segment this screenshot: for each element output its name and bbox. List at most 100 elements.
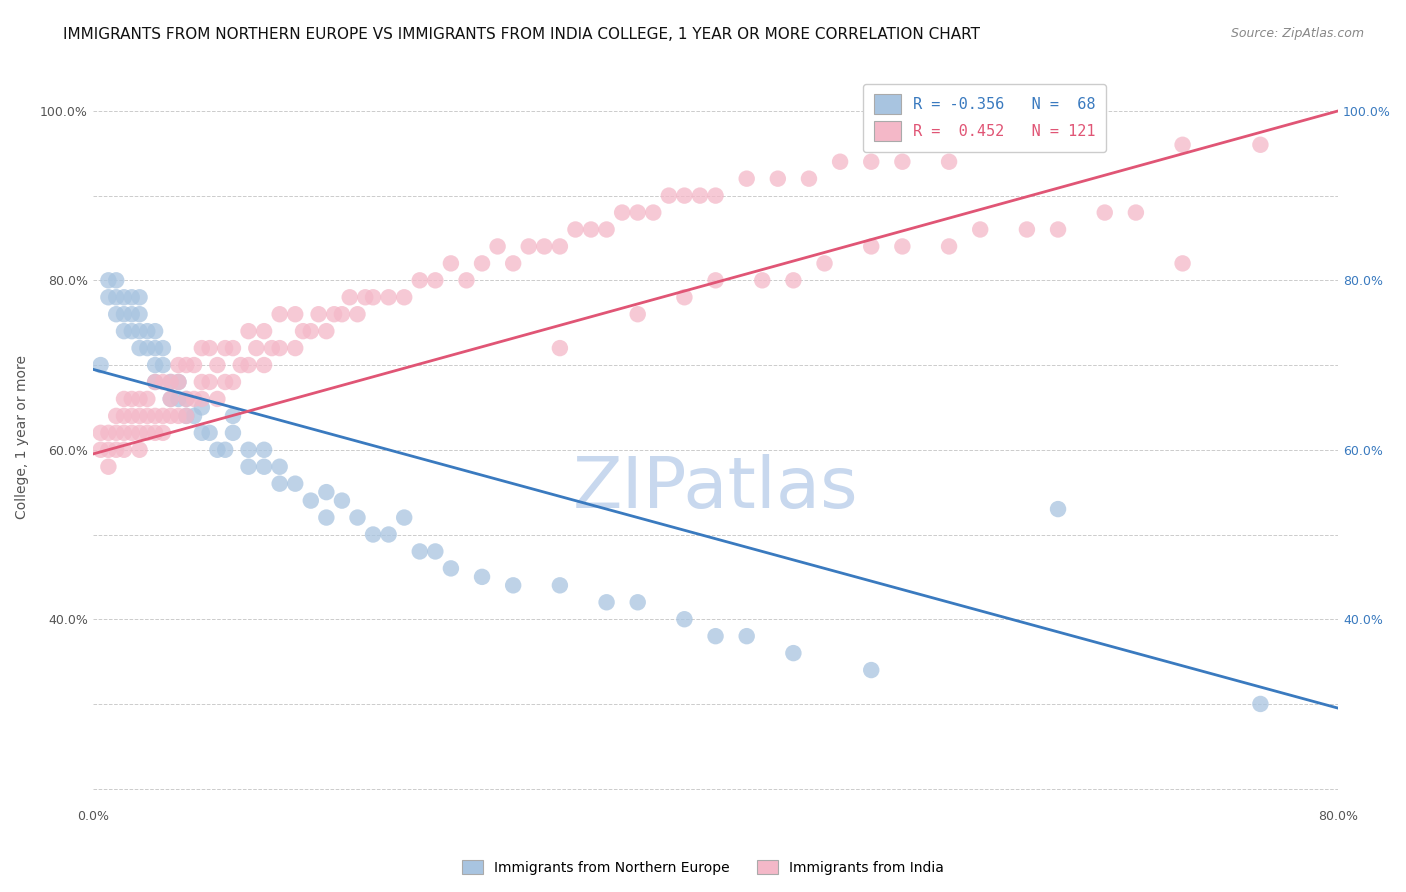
Point	[891, 154, 914, 169]
Point	[207, 442, 229, 457]
Point	[751, 273, 773, 287]
Point	[128, 409, 150, 423]
Point	[128, 290, 150, 304]
Y-axis label: College, 1 year or more: College, 1 year or more	[15, 355, 30, 519]
Point	[136, 392, 159, 406]
Point	[1094, 205, 1116, 219]
Point	[269, 476, 291, 491]
Point	[121, 392, 143, 406]
Point	[330, 493, 353, 508]
Point	[198, 425, 221, 440]
Point	[191, 425, 214, 440]
Point	[183, 358, 205, 372]
Point	[1171, 137, 1194, 152]
Point	[409, 273, 432, 287]
Point	[238, 324, 260, 338]
Point	[143, 375, 166, 389]
Point	[245, 341, 267, 355]
Point	[1015, 222, 1038, 236]
Point	[167, 392, 190, 406]
Point	[486, 239, 509, 253]
Point	[689, 188, 711, 202]
Point	[174, 392, 197, 406]
Point	[198, 375, 221, 389]
Point	[105, 442, 128, 457]
Point	[191, 375, 214, 389]
Point	[112, 290, 135, 304]
Point	[198, 341, 221, 355]
Legend: R = -0.356   N =  68, R =  0.452   N = 121: R = -0.356 N = 68, R = 0.452 N = 121	[863, 84, 1107, 152]
Point	[174, 409, 197, 423]
Point	[377, 527, 399, 541]
Point	[782, 646, 804, 660]
Text: ZIPatlas: ZIPatlas	[572, 454, 859, 524]
Point	[595, 595, 617, 609]
Point	[782, 273, 804, 287]
Point	[797, 171, 820, 186]
Point	[440, 256, 463, 270]
Point	[704, 188, 727, 202]
Point	[238, 459, 260, 474]
Point	[346, 510, 368, 524]
Point	[323, 307, 346, 321]
Point	[121, 324, 143, 338]
Point	[361, 290, 384, 304]
Point	[1047, 222, 1070, 236]
Point	[425, 544, 447, 558]
Point	[143, 358, 166, 372]
Point	[143, 425, 166, 440]
Point	[121, 425, 143, 440]
Point	[97, 442, 120, 457]
Point	[284, 476, 307, 491]
Point	[207, 392, 229, 406]
Point	[97, 425, 120, 440]
Point	[128, 425, 150, 440]
Point	[969, 222, 991, 236]
Point	[315, 510, 337, 524]
Point	[813, 256, 835, 270]
Point	[284, 307, 307, 321]
Point	[229, 358, 252, 372]
Point	[214, 442, 236, 457]
Point	[128, 307, 150, 321]
Point	[533, 239, 555, 253]
Point	[105, 273, 128, 287]
Point	[253, 324, 276, 338]
Text: IMMIGRANTS FROM NORTHERN EUROPE VS IMMIGRANTS FROM INDIA COLLEGE, 1 YEAR OR MORE: IMMIGRANTS FROM NORTHERN EUROPE VS IMMIG…	[63, 27, 980, 42]
Point	[112, 324, 135, 338]
Point	[253, 442, 276, 457]
Point	[1078, 137, 1101, 152]
Point	[891, 239, 914, 253]
Point	[191, 401, 214, 415]
Point	[1249, 697, 1271, 711]
Point	[159, 375, 181, 389]
Point	[627, 307, 650, 321]
Point	[143, 324, 166, 338]
Point	[159, 375, 181, 389]
Point	[183, 409, 205, 423]
Point	[90, 442, 112, 457]
Point	[159, 409, 181, 423]
Point	[548, 341, 571, 355]
Point	[214, 341, 236, 355]
Point	[121, 307, 143, 321]
Point	[308, 307, 330, 321]
Point	[299, 324, 322, 338]
Point	[152, 375, 174, 389]
Point	[152, 425, 174, 440]
Legend: Immigrants from Northern Europe, Immigrants from India: Immigrants from Northern Europe, Immigra…	[457, 855, 949, 880]
Point	[392, 290, 415, 304]
Point	[315, 324, 337, 338]
Point	[860, 663, 883, 677]
Point	[112, 409, 135, 423]
Point	[174, 392, 197, 406]
Point	[440, 561, 463, 575]
Point	[1047, 502, 1070, 516]
Point	[548, 578, 571, 592]
Point	[112, 425, 135, 440]
Point	[673, 290, 696, 304]
Point	[191, 341, 214, 355]
Point	[90, 358, 112, 372]
Point	[105, 290, 128, 304]
Point	[174, 358, 197, 372]
